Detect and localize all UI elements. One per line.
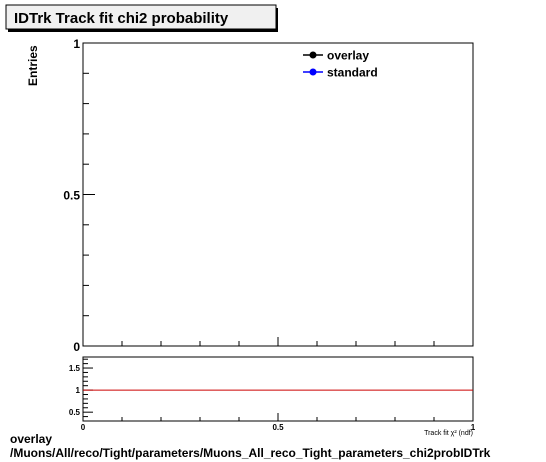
ratio-x-tick-label: 0.5 [272, 423, 284, 432]
ratio-x-tick-label: 1 [471, 423, 476, 432]
footer-line-1: overlay [10, 432, 53, 446]
ratio-y-tick-label: 1 [76, 386, 81, 395]
legend: overlay standard [303, 49, 378, 80]
legend-label-standard: standard [327, 66, 378, 80]
legend-marker-overlay [309, 51, 317, 59]
legend-label-overlay: overlay [327, 49, 369, 63]
footer-line-2: /Muons/All/reco/Tight/parameters/Muons_A… [10, 446, 491, 460]
main-plot-ticks [82, 42, 474, 347]
legend-marker-standard [309, 68, 317, 76]
ratio-y-tick-label: 1.5 [69, 364, 81, 373]
main-y-tick-labels: 00.51 [63, 37, 80, 354]
main-plot-frame [82, 42, 474, 347]
title-box: IDTrk Track fit chi2 probability [5, 4, 278, 32]
main-y-tick-label: 0.5 [63, 189, 80, 203]
ratio-plot-frame [82, 356, 474, 422]
y-axis-label: Entries [26, 45, 40, 86]
main-y-tick-label: 1 [73, 37, 80, 51]
chart-title: IDTrk Track fit chi2 probability [14, 10, 229, 27]
ratio-x-tick-labels: 0 0.5 1 [81, 423, 476, 432]
ratio-x-tick-label: 0 [81, 423, 86, 432]
ratio-y-tick-label: 0.5 [69, 408, 81, 417]
x-axis-label: Track fit χ² (ndf) [424, 430, 473, 437]
main-y-tick-label: 0 [73, 340, 80, 354]
ratio-y-tick-labels: 0.5 1 1.5 [69, 364, 81, 417]
